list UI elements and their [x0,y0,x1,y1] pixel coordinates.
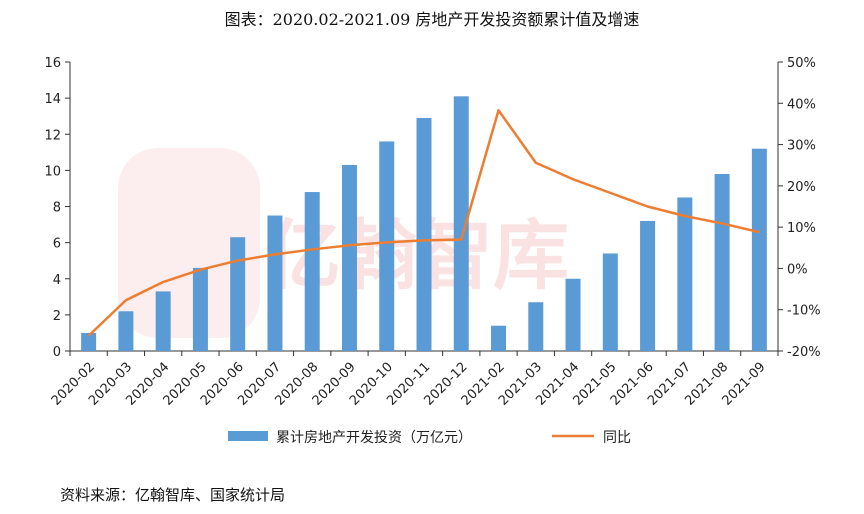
left-axis-tick-label: 4 [53,273,61,288]
bar [155,291,171,351]
bar [267,215,283,351]
right-axis-tick-label: 20% [787,180,816,195]
right-axis-tick-label: -20% [787,345,821,360]
right-axis-tick-label: 40% [787,97,816,112]
bar [565,278,581,351]
left-axis-tick-label: 10 [44,164,61,179]
legend-line-label: 同比 [603,430,631,446]
bar [453,96,469,351]
bar [751,148,767,351]
bar [379,141,395,351]
left-axis-tick-label: 8 [53,201,61,216]
right-axis-tick-label: 30% [787,139,816,154]
watermark-logo-shape [118,148,260,338]
right-axis-tick-label: 10% [787,221,816,236]
bar [341,164,357,351]
source-note: 资料来源：亿翰智库、国家统计局 [60,486,286,504]
left-axis-tick-label: 12 [44,128,61,143]
left-axis-tick-label: 14 [44,92,61,107]
bar [118,311,134,351]
bar [81,332,97,351]
bar [677,197,693,351]
left-axis-tick-label: 2 [53,309,61,324]
bar [602,253,618,351]
left-axis-tick-label: 6 [53,237,61,252]
left-axis-tick-label: 0 [53,345,61,360]
bar [304,192,320,351]
right-axis-tick-label: -10% [787,304,821,319]
bar [640,220,656,351]
left-axis-tick-label: 16 [44,56,61,71]
bar [528,302,544,351]
chart-title: 图表：2020.02-2021.09 房地产开发投资额累计值及增速 [224,10,640,29]
legend-bar-label: 累计房地产开发投资（万亿元） [276,430,472,446]
bar [491,325,507,351]
bar [192,267,208,351]
bar [714,173,730,351]
bar-series [81,96,767,352]
right-axis-tick-label: 50% [787,56,816,71]
bar [416,117,432,352]
bar [230,237,246,351]
legend: 累计房地产开发投资（万亿元） 同比 [228,430,631,446]
line-series [87,109,760,337]
legend-bar-swatch [228,431,268,441]
right-axis-tick-label: 0% [787,262,808,277]
